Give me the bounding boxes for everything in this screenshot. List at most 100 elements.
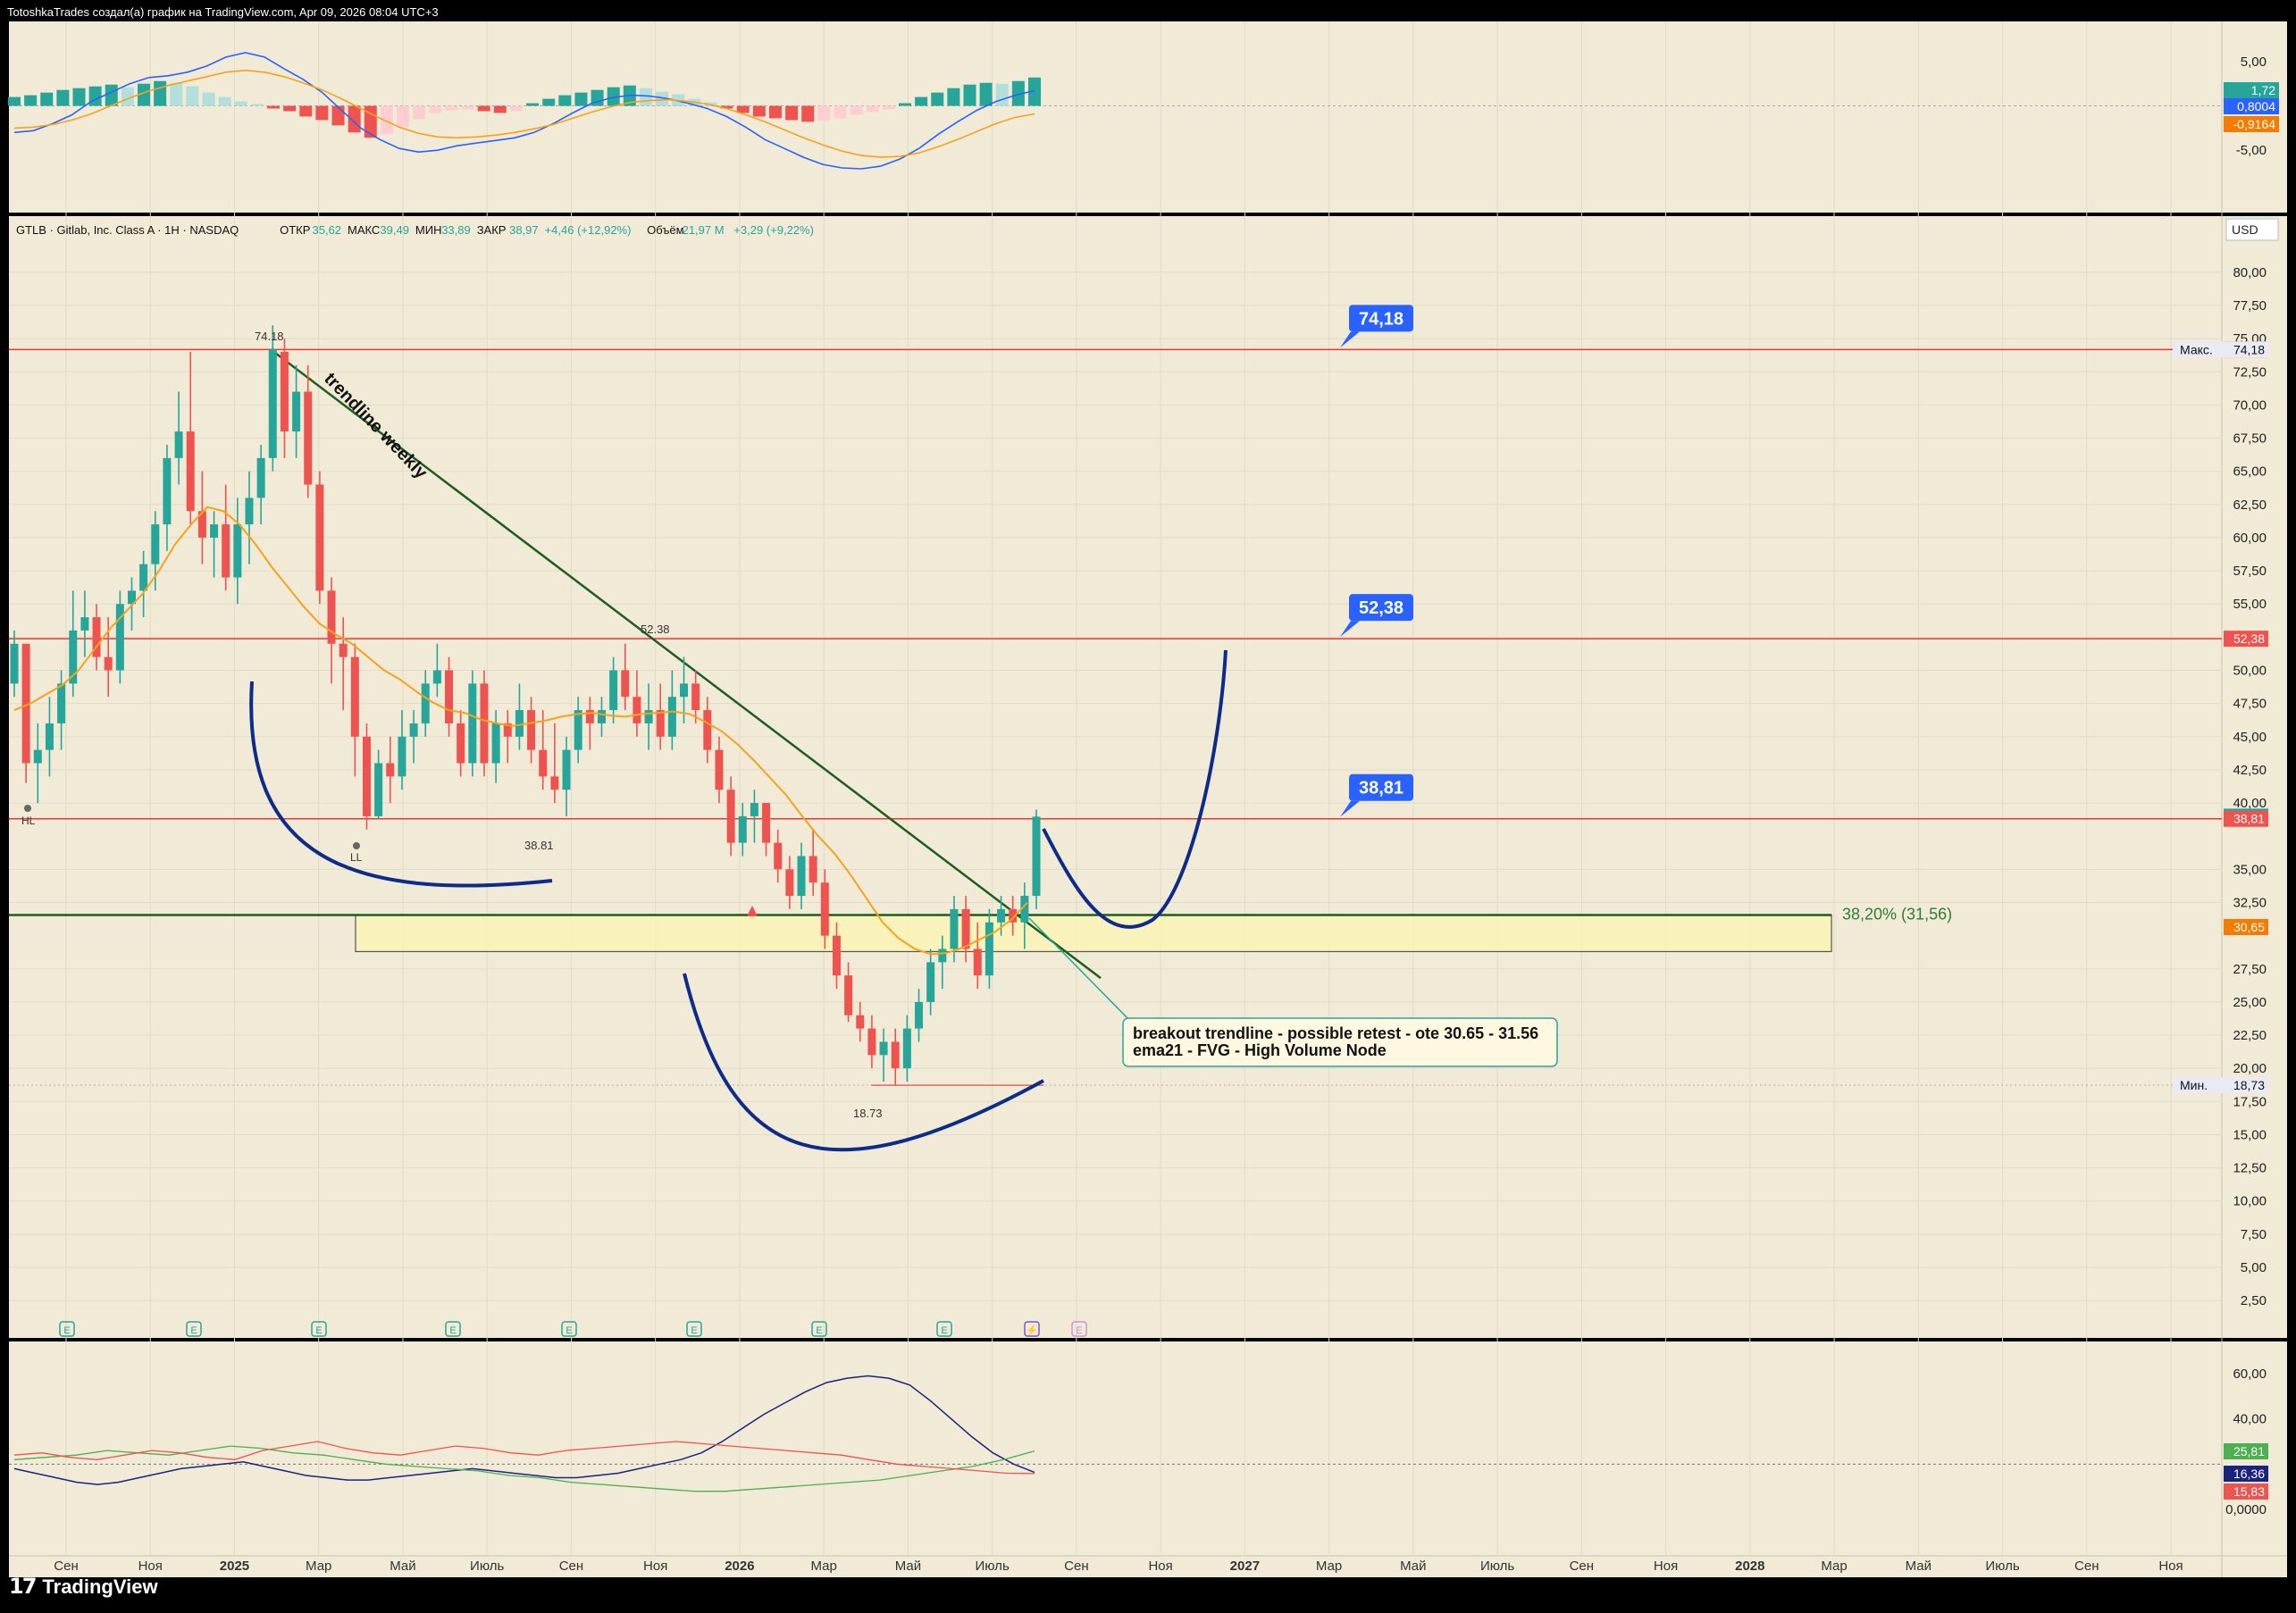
candle-body [879,1041,888,1056]
brand-label: TradingView [42,1575,158,1598]
candle-body [315,484,324,591]
time-tick-label: Июль [975,1559,1009,1574]
adx-badge [2224,1483,2268,1500]
price-tick-label: 2,50 [2241,1293,2267,1308]
candle-body [45,723,54,750]
candle-body [1020,896,1029,923]
candle-body [163,457,172,525]
tradingview-brand[interactable]: 𝟭𝟳 TradingView [9,1574,158,1600]
price-badge-label: 18,73 [2233,1078,2265,1092]
candle-body [186,431,195,512]
fvg-zone [355,914,1832,953]
price-tick-label: 77,50 [2233,298,2267,313]
price-tick-label: 7,50 [2241,1227,2267,1242]
macd-hist-bar [397,105,410,128]
macd-hist-bar [834,105,847,119]
macd-signal-line [13,69,1035,158]
candle-body [597,710,606,723]
macd-hist-bar [979,82,993,106]
legend-item: 33,89 [441,223,471,237]
legend-item: 38,97 [509,223,539,237]
price-badge-label: 74,18 [2233,342,2265,356]
legend-item: 35,62 [313,223,342,237]
macd-hist-bar [866,105,879,113]
candle-body [57,683,66,723]
legend-item: Объём [647,223,683,237]
earnings-event-label: E [1076,1325,1082,1336]
price-badge-caption: Мин. [2180,1078,2208,1092]
time-tick-label: Мар [1821,1559,1847,1574]
candle-body [750,803,758,816]
macd-hist-bar [331,105,345,126]
cup-arc-left [249,681,553,888]
macd-hist-bar [995,83,1009,106]
earnings-event-label: ⚡ [1026,1325,1038,1336]
price-tick-label: 25,00 [2233,995,2267,1010]
macd-hist-bar [170,82,183,106]
earnings-event-marker [59,1321,75,1337]
callout-line-1: breakout trendline - possible retest - o… [1133,1024,1538,1042]
macd-hist-bar [509,105,523,112]
macd-hist-bar [121,87,134,106]
macd-hist-bar [752,105,766,117]
candle-body [280,351,289,432]
ll-label: LL [350,851,363,864]
legend-item: +4,46 (+12,92%) [545,223,632,237]
macd-hist-bar [218,96,231,106]
earnings-event-label: E [449,1325,456,1336]
time-tick-label: Мар [1316,1559,1342,1574]
time-tick-label: 2027 [1230,1559,1260,1574]
macd-hist-bar [380,105,393,135]
price-tick-label: 60,00 [2233,531,2267,546]
candle-body [856,1015,865,1029]
callout-line-2: ema21 - FVG - High Volume Node [1133,1041,1387,1059]
candle-body [432,670,441,684]
earnings-event-label: E [315,1325,322,1336]
adx-pane [9,1341,2287,1556]
candle-body [362,736,371,816]
candle-body [1009,908,1018,923]
candle-body [245,497,254,525]
candle-body [527,710,536,750]
macd-hist-bar [8,96,21,106]
macd-hist-bar [24,95,38,106]
candle-body [715,749,724,790]
time-tick-label: Ноя [138,1559,163,1574]
callout-leader [1028,917,1135,1026]
level-callout-pointer [1340,331,1360,348]
time-tick-label: Ноя [643,1559,667,1574]
candle-body [104,656,113,671]
price-tick-label: 5,00 [2241,1260,2267,1275]
macd-hist-bar [250,104,264,106]
price-tick-label: 12,50 [2233,1161,2267,1176]
signal-triangle [747,906,758,916]
time-tick-label: Мар [306,1559,331,1574]
time-tick-label: Сен [1570,1559,1594,1574]
high-label: 74.18 [255,330,284,343]
price-tick-label: 50,00 [2233,664,2267,679]
price-tick-label: 47,50 [2233,697,2267,712]
candle-body [268,349,277,458]
macd-hist-bar [915,96,928,106]
legend-item: +3,29 (+9,22%) [733,223,814,237]
macd-hist-bar [898,103,911,106]
candle-body [621,670,630,698]
time-tick-label: Ноя [1654,1559,1678,1574]
macd-hist-bar [720,105,733,109]
level-callout-label: 52,38 [1359,598,1404,618]
candle-body [304,391,313,485]
candle-body [961,908,970,949]
macd-hist-bar [364,105,377,138]
earnings-event-label: E [941,1325,947,1336]
macd-hist-bar [138,83,151,106]
earnings-event-label: E [566,1325,572,1336]
time-tick-label: Сен [54,1559,78,1574]
earnings-event-marker [561,1321,577,1337]
candle-body [950,908,959,949]
time-tick-label: Сен [2074,1559,2099,1574]
legend-item: 39,49 [380,223,409,237]
time-tick-label: Ноя [2158,1559,2183,1574]
mid-label: 52.38 [641,623,670,636]
candle-body [151,524,160,564]
